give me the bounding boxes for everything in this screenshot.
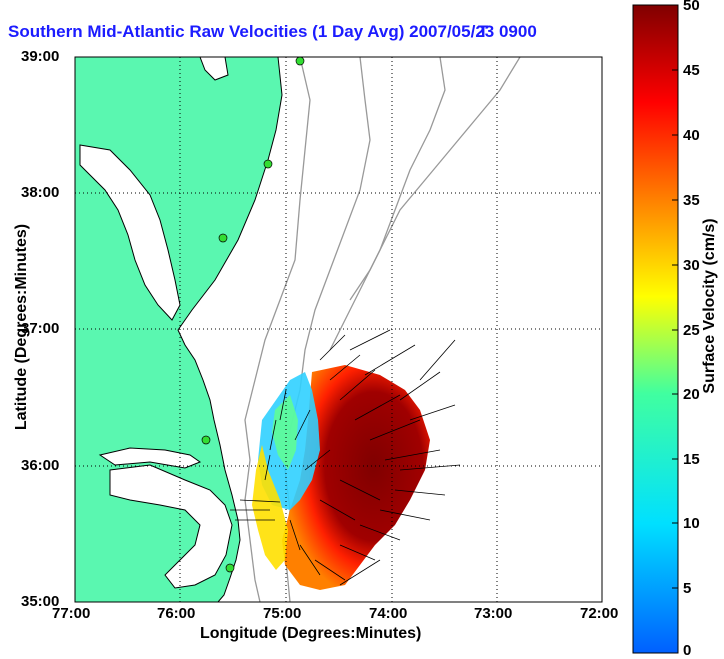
xtick-75: 75:00 bbox=[263, 605, 302, 622]
x-axis-label: Longitude (Degrees:Minutes) bbox=[200, 625, 422, 642]
colorbar-ticks bbox=[672, 69, 678, 589]
xtick-76: 76:00 bbox=[157, 605, 196, 622]
cb-tick-20: 20 bbox=[683, 386, 700, 403]
cb-tick-40: 40 bbox=[683, 127, 700, 144]
ytick-39: 39:00 bbox=[21, 48, 60, 65]
pamlico-sound bbox=[109, 464, 233, 589]
colorbar-label: Surface Velocity (cm/s) bbox=[701, 218, 718, 394]
delaware-bay bbox=[199, 57, 229, 81]
albemarle-sound bbox=[98, 447, 202, 469]
xtick-74: 74:00 bbox=[369, 605, 408, 622]
velocity-field-core bbox=[282, 365, 430, 590]
velocity-field-yellow bbox=[252, 445, 288, 570]
cb-tick-0: 0 bbox=[683, 642, 692, 659]
colorbar bbox=[632, 4, 679, 654]
cb-tick-10: 10 bbox=[683, 515, 700, 532]
map-title: Southern Mid-Atlantic Raw Velocities (1 … bbox=[8, 22, 537, 41]
cb-tick-35: 35 bbox=[683, 192, 700, 209]
plot-frame bbox=[74, 56, 603, 603]
cb-tick-30: 30 bbox=[683, 257, 700, 274]
cb-tick-50: 50 bbox=[683, 0, 700, 14]
chesapeake-bay bbox=[79, 144, 181, 321]
map-title-tail: T bbox=[478, 22, 489, 41]
xtick-73: 73:00 bbox=[474, 605, 513, 622]
ytick-35: 35:00 bbox=[21, 593, 60, 610]
ytick-37: 37:00 bbox=[21, 320, 60, 337]
velocity-arrows bbox=[230, 329, 461, 586]
xtick-77: 77:00 bbox=[52, 605, 91, 622]
cb-tick-5: 5 bbox=[683, 580, 692, 597]
cb-tick-15: 15 bbox=[683, 451, 700, 468]
ytick-38: 38:00 bbox=[21, 184, 60, 201]
cb-tick-45: 45 bbox=[683, 62, 700, 79]
y-axis-label: Latitude (Degrees:Minutes) bbox=[13, 223, 30, 431]
velocity-field-green bbox=[272, 395, 298, 470]
graticule bbox=[75, 57, 602, 602]
cb-tick-25: 25 bbox=[683, 322, 700, 339]
ytick-36: 36:00 bbox=[21, 457, 60, 474]
hf-radar-stations bbox=[201, 57, 305, 573]
xtick-72: 72:00 bbox=[580, 605, 619, 622]
